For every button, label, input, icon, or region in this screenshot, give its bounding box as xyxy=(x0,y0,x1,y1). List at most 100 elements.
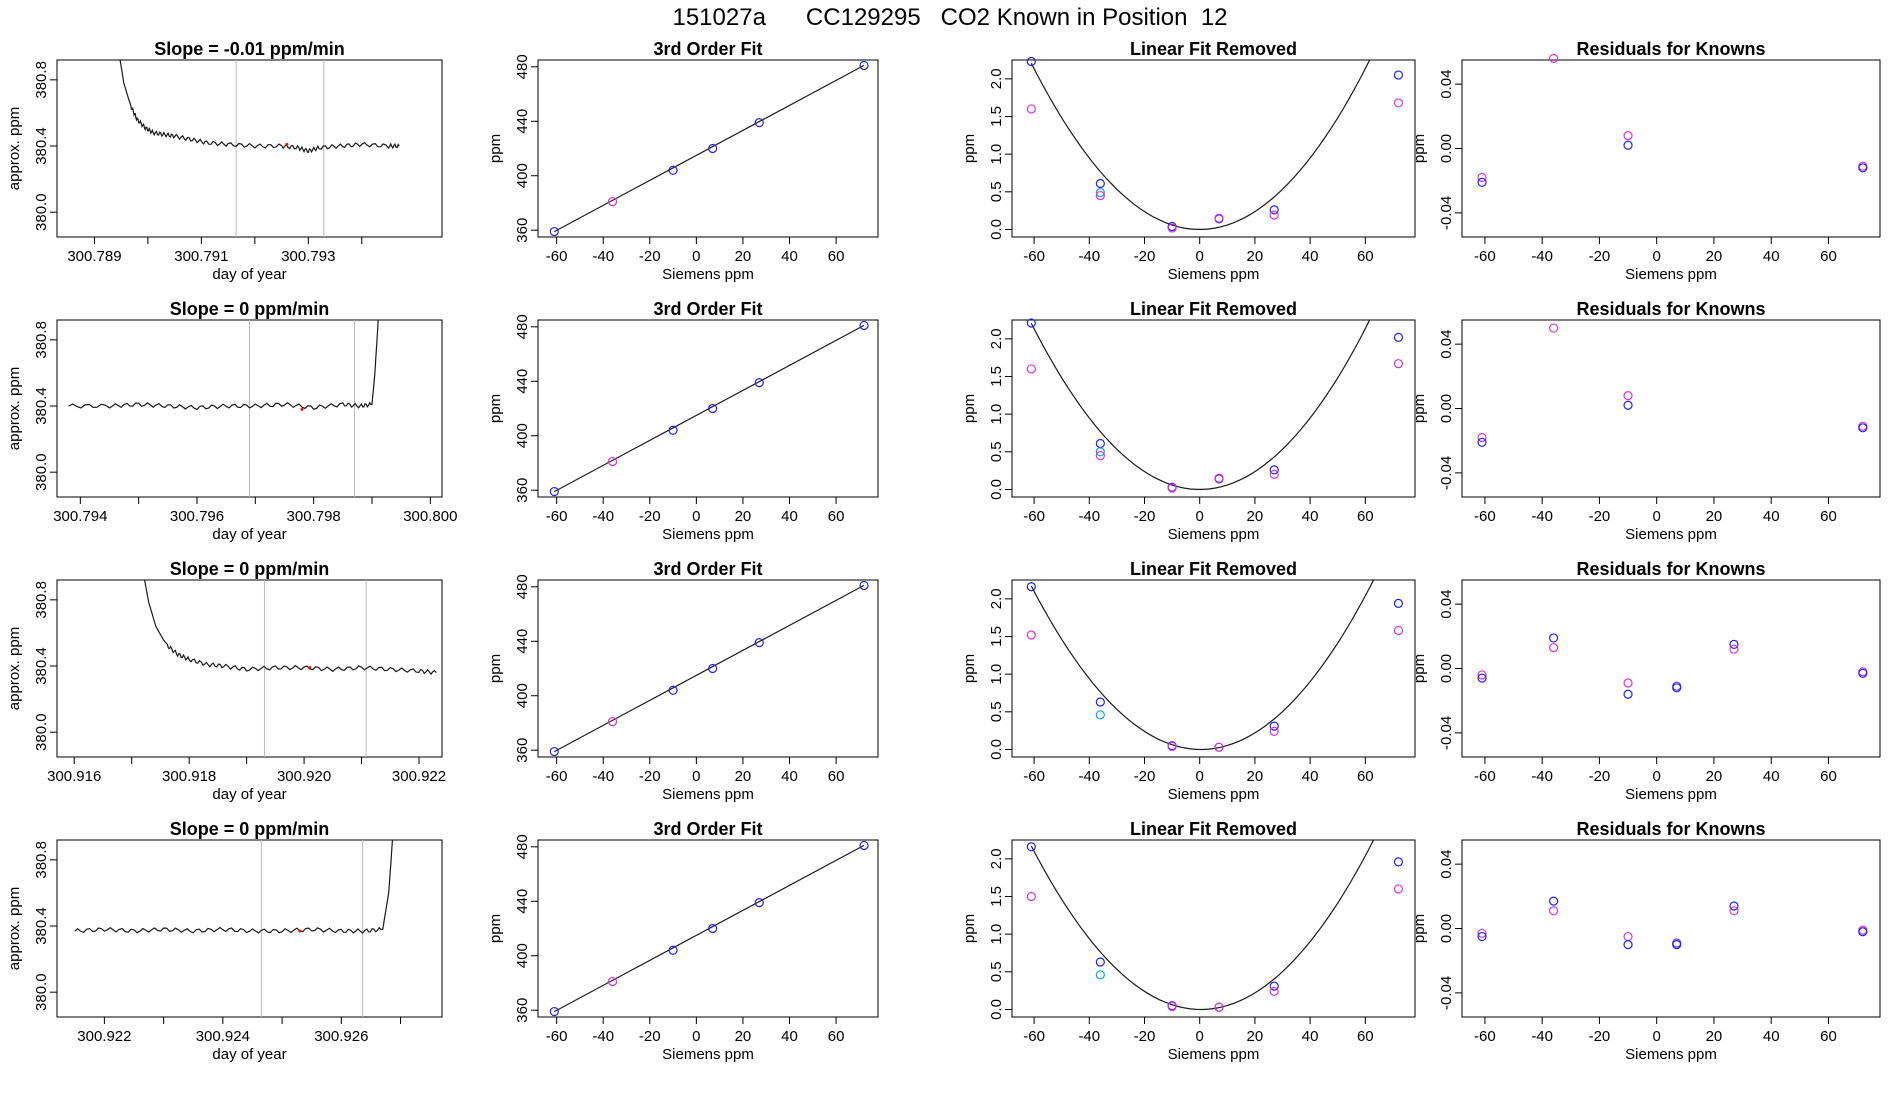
x-tick-label: 60 xyxy=(828,508,845,525)
panel-r3-c1: Slope = 0 ppm/min 300.916 300.918 300.920 30… xyxy=(6,559,446,803)
x-tick-label: 20 xyxy=(1247,508,1264,525)
x-tick-label: -20 xyxy=(1134,1028,1156,1045)
x-tick-label: -60 xyxy=(1023,508,1045,525)
data-point xyxy=(1095,438,1105,449)
data-point xyxy=(1214,213,1224,223)
x-tick-label: -20 xyxy=(639,1028,661,1045)
y-tick-label: 0.0 xyxy=(988,999,1005,1020)
mid-marker xyxy=(285,142,289,146)
y-tick-label: 380.0 xyxy=(33,453,50,491)
y-tick-label: 1.5 xyxy=(988,626,1005,647)
data-point xyxy=(1858,423,1868,433)
panel-r2-c2: 3rd Order Fit -60 -40 -20 0 20 40 60 Siemens ppm… xyxy=(487,299,879,543)
x-tick-label: -20 xyxy=(1589,508,1611,525)
x-tick-label: 40 xyxy=(1763,768,1780,785)
data-point xyxy=(708,403,718,414)
data-point xyxy=(1858,163,1868,173)
y-axis-label: ppm xyxy=(961,394,978,423)
x-tick-label: 0 xyxy=(1196,508,1204,525)
x-tick-label: 0 xyxy=(1196,1028,1204,1045)
x-axis-label: day of year xyxy=(212,786,286,803)
y-axis-label: approx. ppm xyxy=(6,627,23,710)
mid-marker xyxy=(308,666,312,670)
x-tick-label: 60 xyxy=(1820,1028,1837,1045)
plot-frame xyxy=(537,319,879,498)
y-axis-label: ppm xyxy=(1411,914,1428,943)
data-point xyxy=(754,898,764,908)
data-point xyxy=(1549,906,1559,916)
y-axis-label: ppm xyxy=(1411,134,1428,163)
x-tick-label: 40 xyxy=(781,768,798,785)
x-tick-label: -20 xyxy=(1134,768,1156,785)
y-axis-label: ppm xyxy=(487,654,504,683)
data-point xyxy=(1269,205,1279,215)
y-tick-label: 0.00 xyxy=(1438,914,1455,943)
x-tick-label: -60 xyxy=(1474,248,1496,265)
x-tick-label: 300.924 xyxy=(196,1028,250,1045)
panel-r2-c4: Residuals for Knowns -60 -40 -20 0 20 40 60 Siem… xyxy=(1411,299,1881,543)
x-tick-label: 300.794 xyxy=(53,508,107,525)
data-point xyxy=(1269,721,1279,731)
panel-r2-c3: Linear Fit Removed -60 -40 -20 0 20 40 60 Siemen… xyxy=(961,299,1416,543)
y-tick-label: 0.04 xyxy=(1438,850,1455,879)
plot-frame xyxy=(56,839,443,1018)
x-tick-label: -40 xyxy=(1078,508,1100,525)
y-tick-label: 2.0 xyxy=(988,328,1005,349)
x-axis-label: Siemens ppm xyxy=(1168,266,1260,283)
y-tick-label: 0.0 xyxy=(988,479,1005,500)
x-tick-label: 0 xyxy=(1653,248,1661,265)
y-tick-label: 0.0 xyxy=(988,739,1005,760)
y-tick-label: 440 xyxy=(514,369,531,394)
data-point xyxy=(708,923,718,934)
y-tick-label: -0.04 xyxy=(1438,196,1455,230)
x-tick-label: 300.922 xyxy=(77,1028,131,1045)
data-point xyxy=(859,320,869,331)
y-tick-label: 0.5 xyxy=(988,181,1005,202)
y-axis-label: approx. ppm xyxy=(6,887,23,970)
x-tick-label: 60 xyxy=(828,1028,845,1045)
x-tick-label: 20 xyxy=(735,248,752,265)
y-tick-label: 380.8 xyxy=(33,581,50,619)
data-point xyxy=(1167,223,1177,233)
data-point xyxy=(1549,642,1559,653)
panel-title: Slope = 0 ppm/min xyxy=(170,299,330,319)
data-point xyxy=(754,638,764,648)
panel-r3-c3: Linear Fit Removed -60 -40 -20 0 20 40 60 Siemen… xyxy=(961,559,1416,803)
x-tick-label: 0 xyxy=(1653,1028,1661,1045)
data-point xyxy=(708,663,718,674)
y-tick-label: 0.04 xyxy=(1438,590,1455,619)
x-tick-label: 20 xyxy=(735,768,752,785)
data-point xyxy=(1393,857,1404,867)
series-line xyxy=(119,60,400,154)
data-point xyxy=(1729,901,1739,911)
x-tick-label: -20 xyxy=(1134,508,1156,525)
data-point xyxy=(549,486,559,497)
x-tick-label: 20 xyxy=(1247,1028,1264,1045)
plot-frame xyxy=(1011,59,1416,238)
plot-area xyxy=(1030,320,1371,490)
plot-frame xyxy=(537,59,879,238)
data-point xyxy=(1026,891,1036,902)
panel-title: Linear Fit Removed xyxy=(1130,559,1297,579)
y-tick-label: 1.5 xyxy=(988,886,1005,907)
x-tick-label: 0 xyxy=(1653,768,1661,785)
data-point xyxy=(1095,957,1105,967)
plot-frame xyxy=(1461,59,1881,238)
x-tick-label: -40 xyxy=(1078,1028,1100,1045)
data-point xyxy=(708,143,718,154)
panel-title: 3rd Order Fit xyxy=(653,299,762,319)
data-point xyxy=(1623,400,1633,410)
y-axis-label: ppm xyxy=(961,134,978,163)
data-point xyxy=(1095,178,1105,189)
panel-title: 3rd Order Fit xyxy=(653,819,762,839)
y-tick-label: 2.0 xyxy=(988,588,1005,609)
x-tick-label: 300.798 xyxy=(287,508,341,525)
data-point xyxy=(1477,437,1487,447)
panel-r1-c1: Slope = -0.01 ppm/min 300.789 300.791 300.7… xyxy=(6,39,443,283)
x-tick-label: -40 xyxy=(592,248,614,265)
x-tick-label: -40 xyxy=(1078,768,1100,785)
x-tick-label: -60 xyxy=(1023,248,1045,265)
x-tick-label: 0 xyxy=(692,1028,700,1045)
x-tick-label: -60 xyxy=(546,248,568,265)
